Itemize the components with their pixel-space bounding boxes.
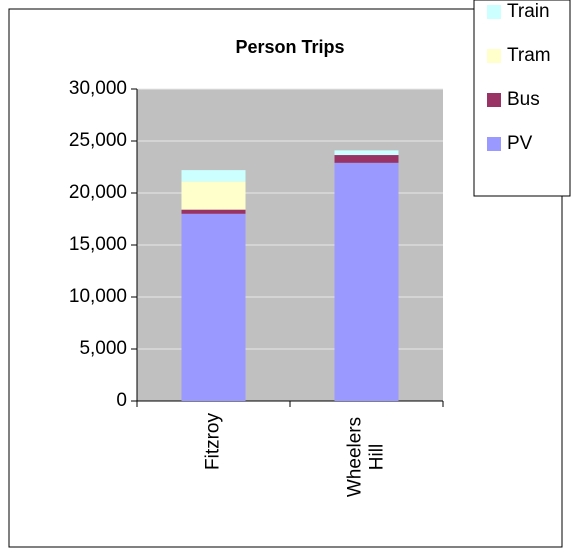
- legend-label: Train: [507, 1, 550, 22]
- bar-segment: [181, 170, 246, 182]
- y-tick-label: 5,000: [79, 338, 127, 359]
- legend-label: Bus: [507, 89, 540, 110]
- y-tick-label: 20,000: [69, 182, 127, 203]
- bar-segment: [181, 181, 246, 210]
- bar-segment: [181, 209, 246, 214]
- bar-segment: [334, 155, 399, 163]
- x-tick-label: WheelersHill: [345, 417, 388, 497]
- y-tick-label: 25,000: [69, 130, 127, 151]
- bar-segment: [334, 162, 399, 401]
- legend-swatch: [487, 93, 501, 107]
- y-tick-label: 30,000: [69, 78, 127, 99]
- chart-title: Person Trips: [235, 37, 344, 57]
- y-tick-label: 10,000: [69, 286, 127, 307]
- bar-segment: [334, 150, 399, 156]
- y-tick-label: 0: [116, 390, 127, 411]
- legend-swatch: [487, 5, 501, 19]
- legend-label: PV: [507, 133, 533, 154]
- bar-segment: [181, 213, 246, 401]
- y-tick-label: 15,000: [69, 234, 127, 255]
- legend-swatch: [487, 49, 501, 63]
- x-tick-label: Fitzroy: [203, 413, 224, 471]
- legend-label: Tram: [507, 45, 551, 66]
- legend-swatch: [487, 137, 501, 151]
